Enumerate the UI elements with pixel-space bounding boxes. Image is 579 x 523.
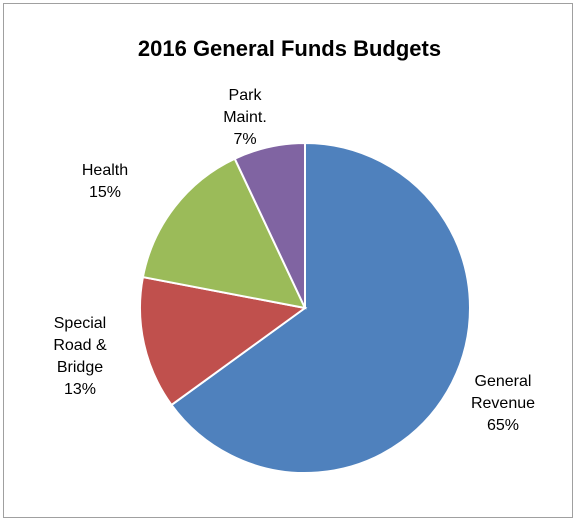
slice-label-park-maint: Park Maint. 7% — [190, 85, 300, 151]
slice-percent: 15% — [88, 184, 122, 201]
slice-label-line: Bridge — [56, 359, 104, 376]
slice-percent: 65% — [486, 417, 520, 434]
slice-label-line: Park — [228, 87, 262, 104]
slice-label-line: Special — [53, 315, 107, 332]
slice-label-special-road-bridge: Special Road & Bridge 13% — [25, 313, 135, 401]
slice-label-line: Health — [81, 162, 129, 179]
slice-label-health: Health 15% — [50, 160, 160, 204]
slice-percent: 13% — [63, 381, 97, 398]
pie-slice-special-road-bridge — [138, 275, 308, 407]
slice-label-line: General — [474, 373, 532, 390]
chart-title: 2016 General Funds Budgets — [137, 36, 442, 61]
slice-label-line: Revenue — [470, 395, 536, 412]
pie-slice-health — [141, 157, 307, 310]
slice-label-general-revenue: General Revenue 65% — [448, 371, 558, 437]
pie-slice-park-maint — [233, 141, 306, 309]
slice-label-line: Road & — [53, 337, 107, 354]
slice-label-line: Maint. — [223, 109, 267, 126]
slice-percent: 7% — [233, 131, 257, 148]
pie-slice-general-revenue — [170, 141, 471, 474]
